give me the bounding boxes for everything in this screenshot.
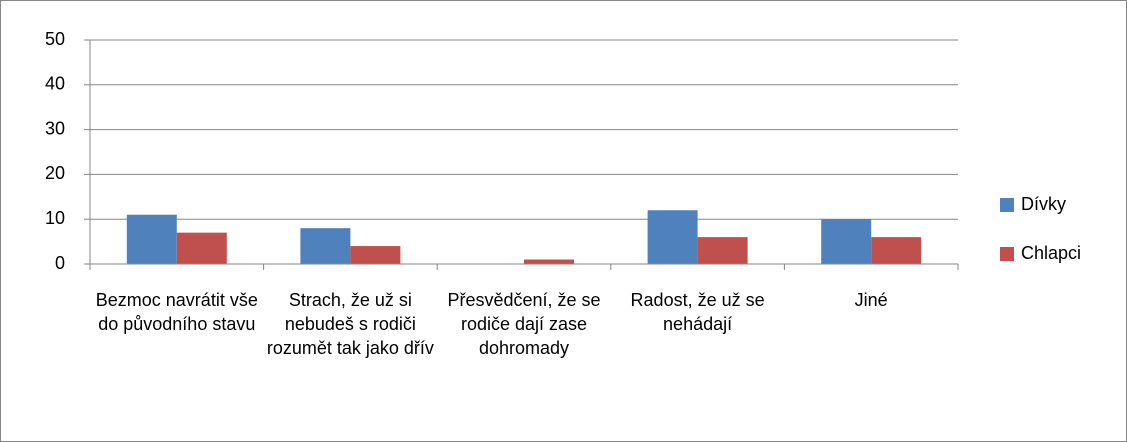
legend-swatch <box>1000 198 1014 212</box>
bar <box>821 219 872 264</box>
y-tick-label: 30 <box>45 118 65 138</box>
bar <box>126 214 177 264</box>
bar <box>697 237 748 264</box>
bar <box>350 246 401 264</box>
bar <box>524 259 574 264</box>
bar <box>647 210 698 264</box>
legend-label: Chlapci <box>1021 243 1081 263</box>
x-tick-label: Strach, že už si nebudeš s rodiči rozumě… <box>266 290 434 358</box>
legend-swatch <box>1000 247 1014 261</box>
y-tick-label: 0 <box>55 253 65 273</box>
y-tick-label: 20 <box>45 163 65 183</box>
x-tick-label: Bezmoc navrátit vše do původního stavu <box>95 290 258 334</box>
x-tick-label: Radost, že už se nehádají <box>630 290 765 334</box>
y-tick-label: 10 <box>45 208 65 228</box>
x-tick-label: Přesvědčení, že se rodiče dají zase dohr… <box>447 290 601 358</box>
y-tick-label: 50 <box>45 29 65 49</box>
bar <box>176 232 227 264</box>
bar <box>871 237 922 264</box>
legend-label: Dívky <box>1021 194 1066 214</box>
y-tick-label: 40 <box>45 74 65 94</box>
x-tick-label: Jiné <box>854 290 888 310</box>
bar <box>300 228 351 264</box>
